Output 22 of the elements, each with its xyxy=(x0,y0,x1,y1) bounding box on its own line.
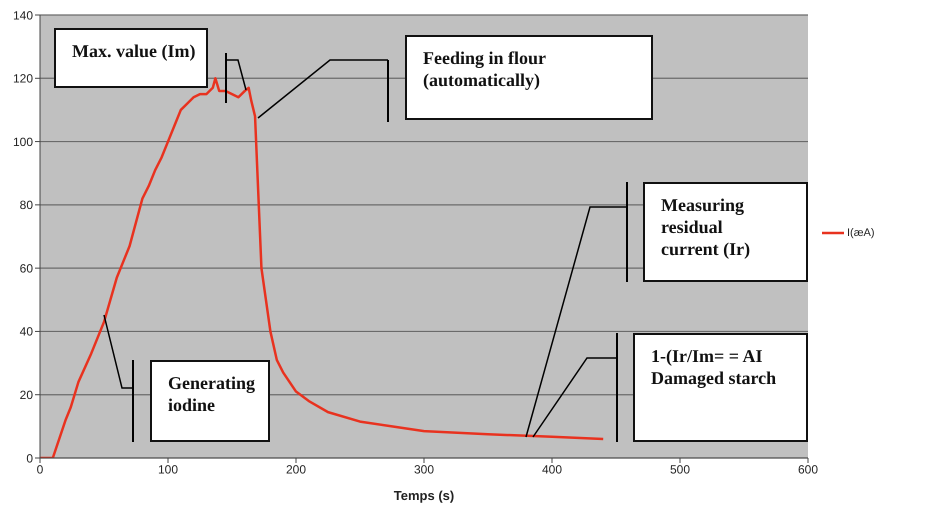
x-tick-label: 200 xyxy=(286,462,306,477)
y-tick-label: 120 xyxy=(12,72,34,86)
y-tick-label: 80 xyxy=(20,198,34,212)
y-tick-label: 0 xyxy=(26,451,34,466)
x-tick-label: 600 xyxy=(798,462,818,477)
callout-box: Measuring residual current (Ir) xyxy=(643,182,808,282)
x-tick-label: 500 xyxy=(670,462,690,477)
x-tick-label: 0 xyxy=(36,462,44,477)
x-axis-title: Temps (s) xyxy=(394,488,454,503)
callout-box: Max. value (Im) xyxy=(54,28,208,88)
x-tick-label: 100 xyxy=(158,462,178,477)
y-tick-label: 60 xyxy=(20,261,34,276)
x-tick-label: 300 xyxy=(414,462,434,477)
legend-label: I(æA) xyxy=(847,226,874,238)
y-tick-label: 140 xyxy=(12,8,34,22)
y-tick-label: 40 xyxy=(20,324,34,339)
callout-box: Feeding in flour (automatically) xyxy=(405,35,653,120)
y-tick-label: 20 xyxy=(20,388,34,402)
callout-box: Generating iodine xyxy=(150,360,270,442)
x-tick-label: 400 xyxy=(542,462,562,477)
y-tick-label: 100 xyxy=(12,134,34,149)
callout-box: 1-(Ir/Im= = AI Damaged starch xyxy=(633,333,808,442)
